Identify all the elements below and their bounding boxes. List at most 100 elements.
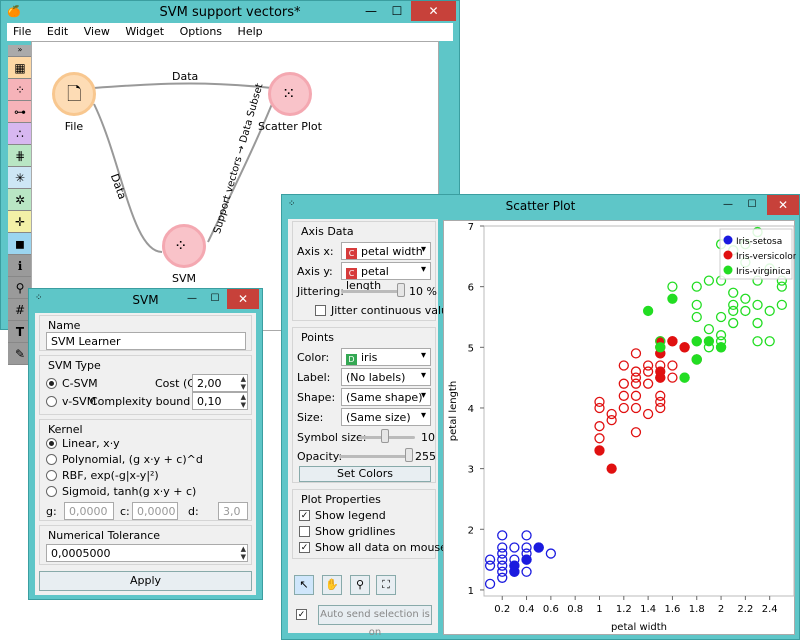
hash-icon[interactable]: #	[8, 299, 32, 321]
menu-widget[interactable]: Widget	[125, 25, 165, 38]
cost-label: Cost (C)	[155, 377, 200, 390]
data-point	[642, 378, 654, 389]
data-point	[655, 402, 666, 414]
info-icon[interactable]: ℹ	[8, 255, 32, 277]
scatter-widget-icon[interactable]: ⁘	[8, 79, 32, 101]
svm-close-button[interactable]: ✕	[227, 289, 259, 309]
workflow-canvas[interactable]: 🗋 File ⁙ Scatter Plot ⁘ SVM Data Data Su…	[31, 41, 439, 331]
data-point	[667, 372, 678, 383]
shape-combo[interactable]: (Same shape)	[341, 388, 431, 406]
kernel-title: Kernel	[48, 423, 83, 436]
close-button[interactable]: ✕	[411, 1, 456, 21]
apply-button[interactable]: Apply	[39, 571, 252, 591]
data-point	[740, 305, 751, 317]
maximize-button[interactable]: ☐	[391, 4, 403, 18]
v-svm-label: v-SVM	[62, 395, 97, 408]
tree-icon[interactable]: ⊶	[8, 101, 32, 123]
data-point	[655, 396, 666, 408]
menu-options[interactable]: Options	[179, 25, 223, 38]
y-axis-label: petal length	[448, 381, 459, 441]
menu-file[interactable]: File	[13, 25, 32, 38]
size-combo[interactable]: (Same size)	[341, 408, 431, 426]
tolerance-spinbox[interactable]: 0,0005000 ▲ ▼	[46, 544, 248, 562]
data-table-icon[interactable]: ▦	[8, 57, 32, 79]
v-svm-radio[interactable]	[46, 396, 57, 407]
projection-icon[interactable]: ✳	[8, 167, 32, 189]
learner-name-input[interactable]: SVM Learner	[46, 332, 246, 350]
svm-maximize-button[interactable]: ☐	[210, 293, 220, 304]
y-tick-label: 3	[468, 465, 474, 476]
d-spinbox[interactable]: 3,0	[218, 502, 248, 520]
y-tick-label: 7	[468, 222, 474, 233]
data-point	[703, 275, 715, 286]
show-all-hover-checkbox[interactable]: ✓	[299, 542, 310, 553]
spin-arrows-icon[interactable]: ▲ ▼	[240, 393, 246, 409]
data-point	[630, 372, 642, 383]
g-spinbox[interactable]: 0,0000	[64, 502, 114, 520]
text-icon[interactable]: T	[8, 321, 32, 343]
kernel-polynomial-radio[interactable]	[46, 454, 57, 465]
plot-area[interactable]: 0.2 0.4 0.6 0.8 1 1.2 1.4 1.6 1.8 2 2.2 2.4 1 2 3 4 5 6 7 p…	[443, 220, 796, 635]
scatter-plot-node[interactable]: ⁙	[268, 72, 312, 116]
opacity-slider[interactable]	[339, 455, 409, 458]
show-legend-checkbox[interactable]: ✓	[299, 510, 310, 521]
cube-icon[interactable]: ◼	[8, 233, 32, 255]
kernel-rbf-radio[interactable]	[46, 470, 57, 481]
auto-send-checkbox[interactable]: ✓	[296, 609, 307, 620]
x-axis-label: petal width	[611, 622, 667, 633]
show-gridlines-checkbox[interactable]	[299, 526, 310, 537]
d-label: d:	[188, 505, 199, 518]
data-point	[618, 390, 629, 401]
reset-zoom-button[interactable]: ⛶	[376, 575, 396, 595]
data-point	[752, 299, 763, 311]
svm-minimize-button[interactable]: —	[187, 293, 197, 304]
pan-tool-button[interactable]: ✋	[322, 575, 342, 595]
scatter-close-button[interactable]: ✕	[767, 195, 799, 215]
menu-help[interactable]: Help	[237, 25, 263, 38]
menu-view[interactable]: View	[83, 25, 110, 38]
scatter-purple-icon[interactable]: ∴	[8, 123, 32, 145]
support-vector-point	[594, 445, 605, 456]
scatter-minimize-button[interactable]: —	[723, 199, 733, 210]
select-tool-button[interactable]: ↖	[294, 575, 314, 595]
data-point	[630, 427, 642, 438]
symbol-size-slider-handle[interactable]	[381, 429, 389, 443]
data-point	[630, 402, 642, 414]
minimize-button[interactable]: —	[365, 4, 377, 18]
pen-icon[interactable]: ✎	[8, 343, 32, 365]
data-point	[521, 542, 532, 553]
kernel-linear-radio[interactable]	[46, 438, 57, 449]
grid-icon[interactable]: ⋕	[8, 145, 32, 167]
magnifier-icon[interactable]: ⚲	[8, 277, 32, 299]
auto-send-button[interactable]: Auto send selection is on	[318, 605, 432, 638]
data-point	[703, 323, 715, 335]
svm-window: ⁘ SVM — ☐ ✕ Name SVM Learner SVM Type C-…	[28, 288, 263, 600]
complexity-spinbox[interactable]: 0,10 ▲ ▼	[192, 392, 248, 410]
c-svm-radio[interactable]	[46, 378, 57, 389]
zoom-tool-button[interactable]: ⚲	[350, 575, 370, 595]
jitter-continuous-checkbox[interactable]	[315, 305, 326, 316]
jittering-slider-handle[interactable]	[397, 283, 405, 297]
svm-type-title: SVM Type	[48, 359, 101, 372]
svm-node[interactable]: ⁘	[162, 224, 206, 268]
toolbox-collapse-icon[interactable]: »	[8, 45, 32, 57]
c-spinbox[interactable]: 0,0000	[132, 502, 178, 520]
opacity-slider-handle[interactable]	[405, 448, 413, 462]
menu-edit[interactable]: Edit	[46, 25, 69, 38]
x-tick-label: 2	[718, 604, 724, 615]
jittering-slider[interactable]	[341, 290, 403, 293]
scatter-maximize-button[interactable]: ☐	[747, 199, 757, 210]
file-node[interactable]: 🗋	[52, 72, 96, 116]
data-point	[606, 414, 617, 426]
set-colors-button[interactable]: Set Colors	[299, 466, 431, 482]
label-combo[interactable]: (No labels)	[341, 368, 431, 386]
kernel-sigmoid-radio[interactable]	[46, 486, 57, 497]
crosshair-icon[interactable]: ✛	[8, 211, 32, 233]
cost-spinbox[interactable]: 2,00 ▲ ▼	[192, 374, 248, 392]
network-icon[interactable]: ✲	[8, 189, 32, 211]
spin-arrows-icon[interactable]: ▲ ▼	[240, 545, 246, 561]
spin-arrows-icon[interactable]: ▲ ▼	[240, 375, 246, 391]
